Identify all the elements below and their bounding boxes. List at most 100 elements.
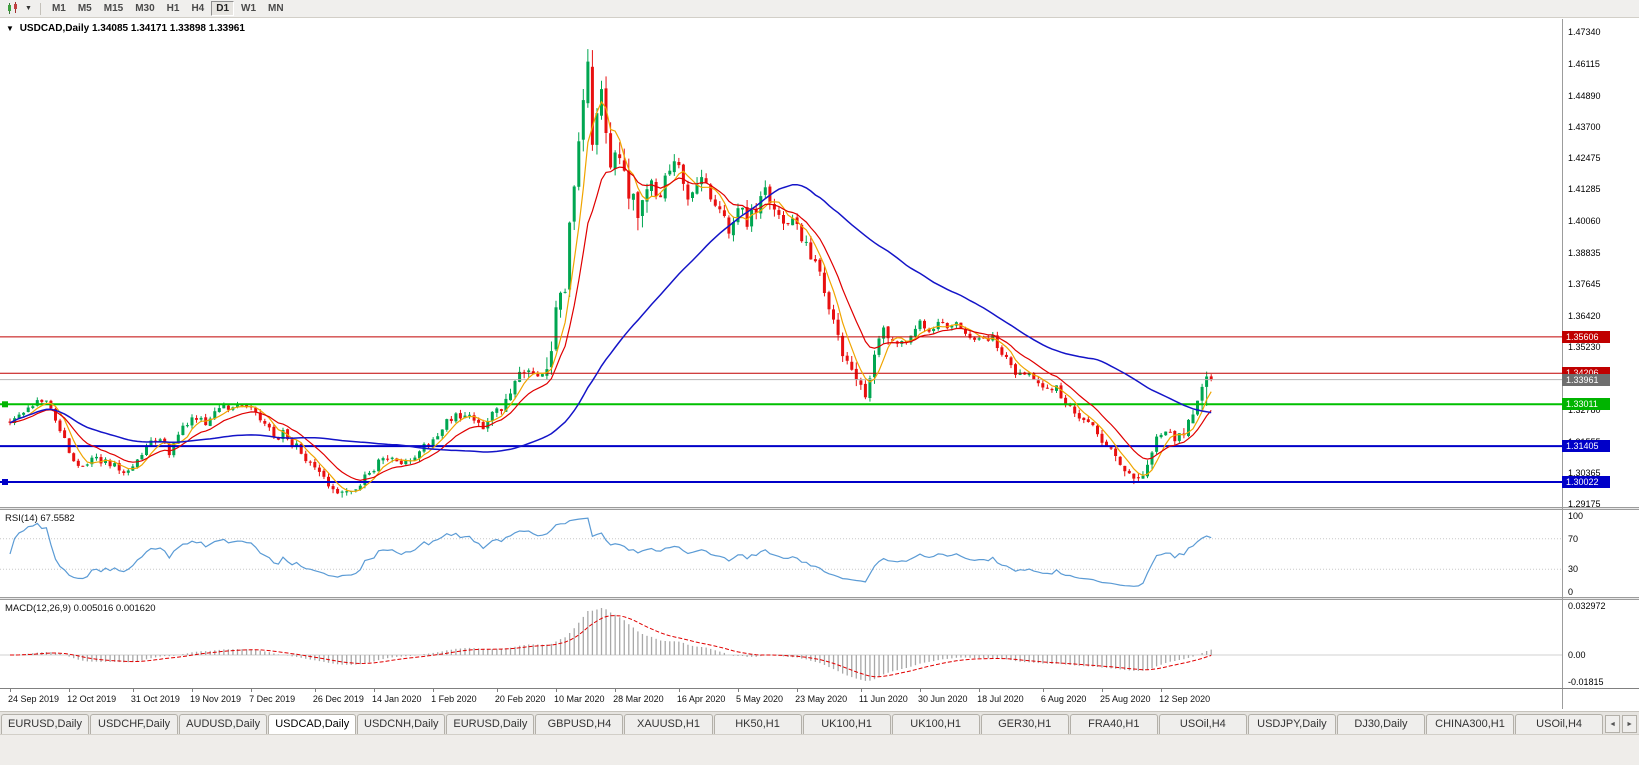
price-axis-tick: 1.29175: [1568, 498, 1601, 509]
timeframe-button-m30[interactable]: M30: [135, 3, 155, 14]
date-axis-label: 6 Aug 2020: [1040, 694, 1087, 704]
timeframe-button-m15[interactable]: M15: [103, 3, 124, 14]
chart-tab-hk50-h1[interactable]: HK50,H1: [713, 714, 802, 734]
macd-indicator-canvas[interactable]: [0, 600, 1562, 688]
date-axis-tick-mark: [314, 689, 316, 692]
date-axis-tick-mark: [1161, 689, 1163, 692]
price-tag: 1.33011: [1562, 398, 1610, 411]
date-axis-tick-mark: [797, 689, 799, 692]
date-axis-tick-mark: [496, 689, 498, 692]
chart-tab-eurusd-daily[interactable]: EURUSD,Daily: [1, 714, 90, 734]
date-axis-label: 11 Jun 2020: [858, 694, 908, 704]
price-axis-tick: 1.36420: [1568, 310, 1601, 321]
timeframe-button-mn[interactable]: MN: [268, 3, 284, 14]
date-axis-tick-mark: [433, 689, 435, 692]
date-axis-label: 30 Jun 2020: [918, 694, 968, 704]
macd-axis-tick: -0.01815: [1568, 677, 1604, 687]
chart-tab-usdjpy-daily[interactable]: USDJPY,Daily: [1247, 714, 1336, 734]
date-axis-label: 10 Mar 2020: [554, 694, 605, 704]
chart-tab-china300-h1[interactable]: CHINA300,H1: [1426, 714, 1515, 734]
macd-axis-tick: 0.032972: [1568, 601, 1606, 611]
date-axis-label: 24 Sep 2019: [8, 694, 60, 704]
timeframe-button-w1[interactable]: W1: [241, 3, 257, 14]
timeframe-button-row: M1 M5 M15 M30 H1 H4 D1 W1 MN: [46, 1, 290, 16]
date-axis-tick-mark: [615, 689, 617, 692]
date-axis-label: 12 Oct 2019: [67, 694, 117, 704]
date-axis[interactable]: 24 Sep 2019 12 Oct 2019 31 Oct 2019 19 Nov …: [0, 688, 1639, 709]
chart-tab-usdcad-daily[interactable]: USDCAD,Daily: [268, 714, 357, 734]
chart-tab-usdchf-daily[interactable]: USDCHF,Daily: [90, 714, 179, 734]
date-axis-label: 25 Aug 2020: [1100, 694, 1151, 704]
chart-tab-eurusd-daily[interactable]: EURUSD,Daily: [446, 714, 535, 734]
chart-tab-audusd-daily[interactable]: AUDUSD,Daily: [179, 714, 268, 734]
main-chart-canvas[interactable]: [0, 19, 1562, 508]
timeframe-button-h4[interactable]: H4: [191, 3, 205, 14]
date-axis-tick-mark: [1102, 689, 1103, 692]
rsi-axis-tick: 100: [1568, 511, 1584, 521]
date-axis-label: 14 Jan 2020: [372, 694, 422, 704]
timeframe-button-h1[interactable]: H1: [166, 3, 180, 14]
price-tag: 1.30022: [1562, 475, 1610, 488]
date-axis-label: 7 Dec 2019: [249, 694, 296, 704]
chart-title: ▼ USDCAD,Daily 1.34085 1.34171 1.33898 1…: [6, 23, 245, 34]
tab-scroll-left-icon[interactable]: ◄: [1605, 715, 1621, 733]
date-axis-label: 23 May 2020: [795, 694, 848, 704]
date-axis-label: 28 Mar 2020: [613, 694, 664, 704]
price-axis-tick: 1.40060: [1568, 216, 1601, 227]
date-axis-label: 18 Jul 2020: [977, 694, 1024, 704]
price-axis-tick: 1.46115: [1568, 58, 1600, 69]
chart-ohlc-values: 1.34085 1.34171 1.33898 1.33961: [91, 23, 245, 34]
chart-tab-usdcnh-daily[interactable]: USDCNH,Daily: [357, 714, 446, 734]
chart-tab-dj30-daily[interactable]: DJ30,Daily: [1336, 714, 1425, 734]
chart-type-dropdown-arrow-icon[interactable]: ▼: [25, 5, 32, 12]
date-axis-label: 26 Dec 2019: [312, 694, 364, 704]
price-tag: 1.33961: [1562, 373, 1610, 386]
price-axis-tick: 1.44890: [1568, 90, 1601, 101]
date-axis-tick-mark: [556, 689, 557, 692]
chart-symbol-label: USDCAD,Daily: [19, 23, 90, 34]
price-axis-border: [1562, 19, 1563, 709]
chart-tab-fra40-h1[interactable]: FRA40,H1: [1069, 714, 1158, 734]
top-toolbar: ▼ M1 M5 M15 M30 H1 H4 D1 W1 MN: [0, 0, 1639, 18]
date-axis-tick-mark: [69, 689, 71, 692]
price-axis-tick: 1.43700: [1568, 121, 1601, 132]
chart-marker-icon: ▼: [6, 24, 14, 33]
panel-splitter-macd[interactable]: [0, 597, 1639, 600]
rsi-axis-tick: 30: [1568, 564, 1579, 575]
panel-splitter-rsi[interactable]: [0, 507, 1639, 510]
chart-tool-icon[interactable]: [4, 2, 22, 16]
chart-tab-uk100-h1[interactable]: UK100,H1: [802, 714, 891, 734]
timeframe-button-m1[interactable]: M1: [51, 3, 66, 14]
price-tag: 1.31405: [1562, 440, 1610, 453]
date-axis-tick-mark: [920, 689, 921, 692]
price-axis-tick: 1.38835: [1568, 247, 1601, 258]
chart-tab-uk100-h1[interactable]: UK100,H1: [891, 714, 980, 734]
tab-scroll-right-icon[interactable]: ►: [1622, 715, 1638, 733]
date-axis-tick-mark: [678, 689, 680, 692]
chart-area[interactable]: ▼ USDCAD,Daily 1.34085 1.34171 1.33898 1…: [0, 19, 1639, 710]
rsi-indicator-canvas[interactable]: [0, 510, 1562, 598]
price-axis-tick: 1.32780: [1568, 405, 1601, 416]
date-axis-tick-mark: [979, 689, 981, 692]
chart-tab-usoil-h4[interactable]: USOil,H4: [1515, 714, 1604, 734]
chart-tab-ger30-h1[interactable]: GER30,H1: [980, 714, 1069, 734]
date-axis-tick-mark: [192, 689, 193, 692]
price-axis-tick: 1.35230: [1568, 341, 1601, 352]
price-axis[interactable]: 1.47340 1.46115 1.44890 1.43700 1.42475 1.412…: [1562, 19, 1639, 688]
date-axis-tick-mark: [738, 689, 739, 692]
chart-tab-usoil-h4[interactable]: USOil,H4: [1158, 714, 1247, 734]
chart-tab-xauusd-h1[interactable]: XAUUSD,H1: [624, 714, 713, 734]
timeframe-button-d1[interactable]: D1: [211, 1, 235, 16]
rsi-axis-tick: 0: [1568, 587, 1574, 597]
date-axis-label: 12 Sep 2020: [1159, 694, 1211, 704]
date-axis-label: 19 Nov 2019: [190, 694, 242, 704]
date-axis-tick-mark: [10, 689, 11, 692]
macd-indicator-label: MACD(12,26,9) 0.005016 0.001620: [5, 603, 156, 614]
timeframe-button-m5[interactable]: M5: [77, 3, 92, 14]
candlestick-icon: [8, 2, 17, 14]
date-axis-tick-mark: [251, 689, 253, 692]
chart-tab-gbpusd-h4[interactable]: GBPUSD,H4: [535, 714, 624, 734]
price-axis-tick: 1.41285: [1568, 184, 1601, 195]
date-axis-tick-mark: [860, 689, 862, 692]
price-axis-tick: 1.42475: [1568, 153, 1601, 164]
